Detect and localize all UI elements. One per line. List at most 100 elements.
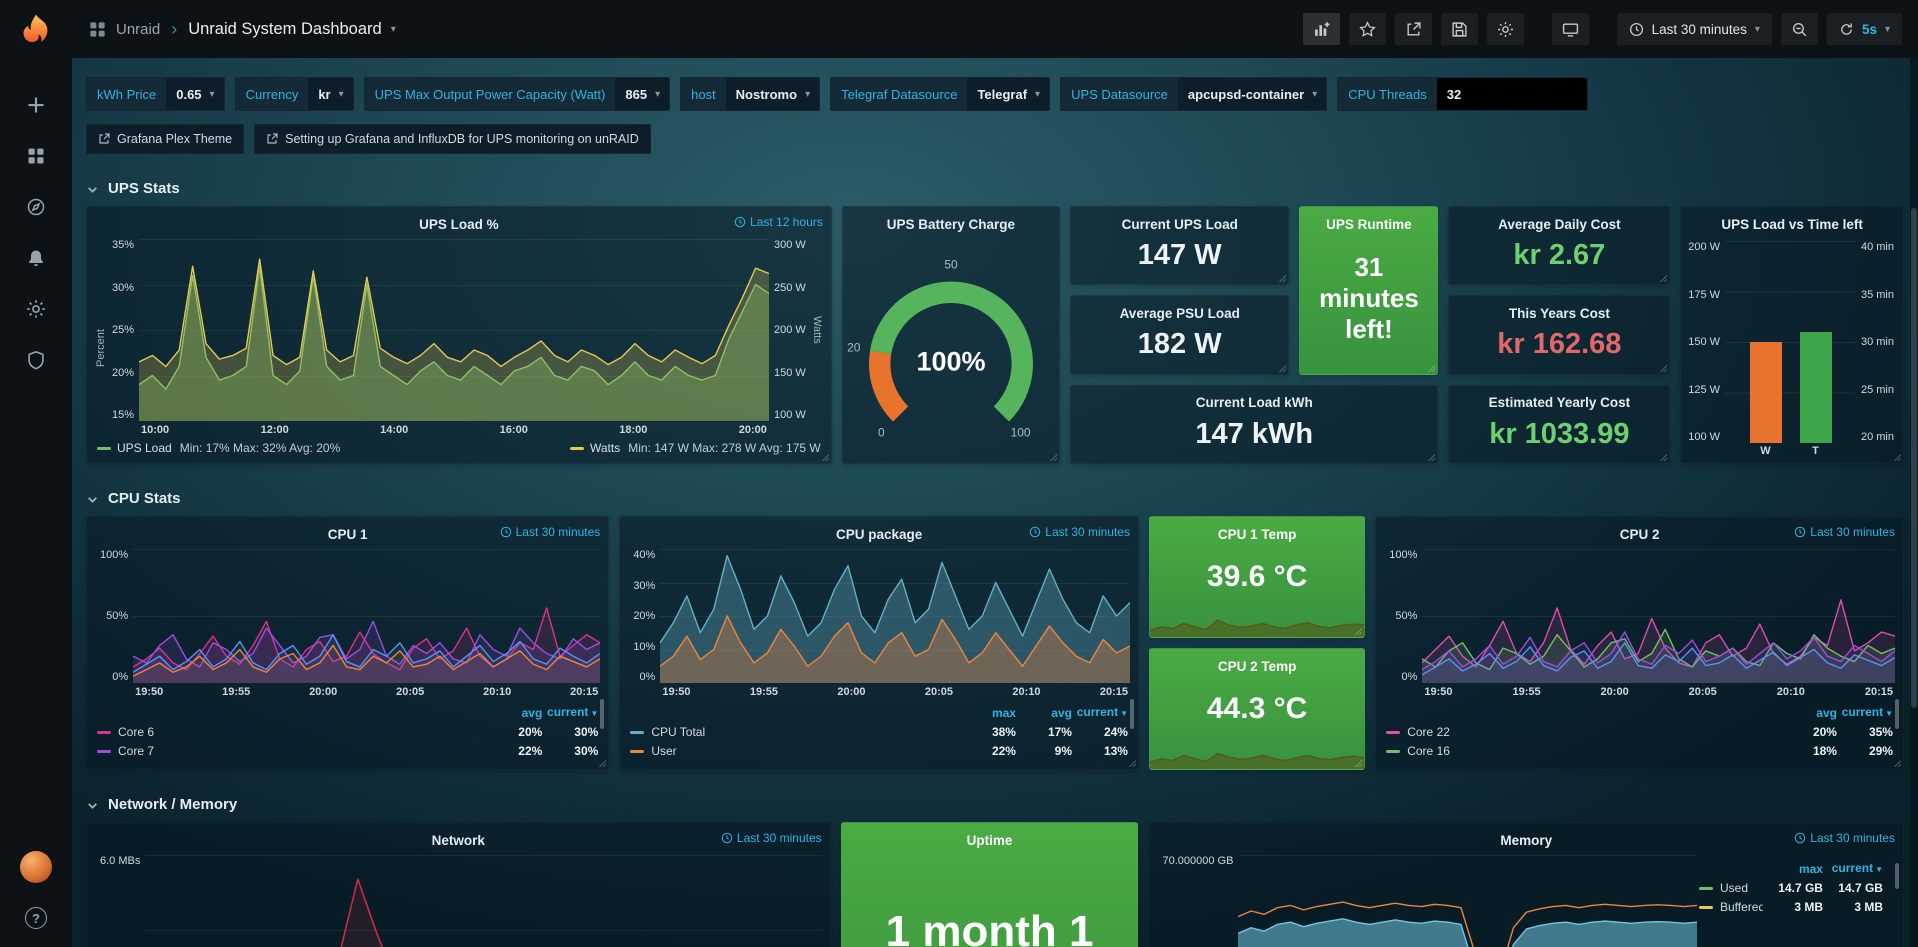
panel-title[interactable]: Average Daily Cost — [1498, 216, 1621, 232]
time-range-badge[interactable]: Last 30 minutes — [1029, 525, 1130, 539]
alerting-bell-icon[interactable] — [25, 247, 47, 269]
cpu1-chart[interactable] — [133, 549, 601, 683]
ups-load-legend[interactable]: UPS Load Min: 17% Max: 32% Avg: 20% Watts M… — [87, 441, 831, 463]
variable-host[interactable]: host Nostromo ▾ — [680, 77, 821, 111]
memory-chart[interactable] — [1238, 855, 1697, 947]
legend-scrollbar[interactable] — [1894, 863, 1899, 889]
cpu-row: CPU 1 Last 30 minutes 100% 50% 0% 19:50 19:… — [86, 516, 1904, 770]
time-range-badge[interactable]: Last 12 hours — [734, 215, 823, 229]
network-chart[interactable] — [145, 855, 822, 947]
svg-text:100%: 100% — [916, 347, 985, 377]
clock-icon — [500, 526, 511, 538]
clock-icon — [1795, 832, 1806, 844]
breadcrumb-app[interactable]: Unraid — [116, 20, 161, 38]
panel-title[interactable]: UPS Load % — [419, 216, 499, 232]
panel-title[interactable]: UPS Battery Charge — [886, 216, 1016, 232]
panel-title[interactable]: CPU 1 — [327, 526, 368, 542]
stat-value: 147 W — [1137, 239, 1222, 272]
cpu2-chart[interactable] — [1422, 549, 1895, 683]
variable-value[interactable]: 0.65 — [176, 86, 202, 102]
variable-value[interactable]: apcupsd-container — [1187, 86, 1305, 102]
chevron-down-icon: ▾ — [209, 88, 215, 100]
cpu-package-legend[interactable]: max avg current ▼ CPU Total 38% 17% 24% User 22% 9… — [620, 703, 1138, 769]
panel-title[interactable]: This Years Cost — [1508, 305, 1610, 321]
time-range-badge[interactable]: Last 30 minutes — [721, 831, 822, 845]
panel-title[interactable]: Memory — [1500, 832, 1553, 848]
panel-title[interactable]: Average PSU Load — [1119, 305, 1240, 321]
panel-title[interactable]: CPU 2 — [1619, 526, 1660, 542]
user-avatar[interactable] — [20, 851, 52, 883]
time-range-badge[interactable]: Last 30 minutes — [1794, 831, 1895, 845]
variable-value[interactable]: Nostromo — [735, 86, 798, 102]
time-range-badge[interactable]: Last 30 minutes — [500, 525, 601, 539]
panel-title[interactable]: Estimated Yearly Cost — [1488, 395, 1631, 411]
variable-cpu-threads[interactable]: CPU Threads — [1337, 77, 1588, 111]
variable-ups-max-output[interactable]: UPS Max Output Power Capacity (Watt) 865… — [363, 77, 671, 111]
refresh-picker[interactable]: 5s ▾ — [1826, 13, 1902, 45]
title-caret-icon[interactable]: ▾ — [390, 23, 396, 35]
section-header-cpu[interactable]: CPU Stats — [86, 490, 1904, 508]
panel-current-load-kwh: Current Load kWh 147 kWh — [1070, 384, 1439, 464]
panel-cpu2: CPU 2 Last 30 minutes 100% 50% 0% 19:50 19:… — [1375, 516, 1904, 770]
panel-title[interactable]: UPS Load vs Time left — [1721, 216, 1863, 232]
help-icon[interactable]: ? — [25, 907, 47, 929]
section-header-network-memory[interactable]: Network / Memory — [86, 796, 1904, 814]
stat-value: 147 kWh — [1195, 417, 1314, 450]
page-scrollbar[interactable] — [1910, 58, 1918, 947]
configuration-gear-icon[interactable] — [25, 298, 47, 320]
variable-value[interactable]: kr — [318, 86, 331, 102]
panel-title[interactable]: Uptime — [966, 832, 1013, 848]
variable-ups-datasource[interactable]: UPS Datasource apcupsd-container ▾ — [1060, 77, 1328, 111]
star-button[interactable] — [1348, 13, 1386, 45]
variable-kwh-price[interactable]: kWh Price 0.65 ▾ — [86, 77, 225, 111]
cpu2-legend[interactable]: avg current ▼ Core 22 20% 35% Core 16 18% 29% — [1376, 703, 1903, 769]
explore-compass-icon[interactable] — [25, 196, 47, 218]
panel-title[interactable]: Current UPS Load — [1121, 216, 1238, 232]
apps-grid-icon[interactable] — [88, 20, 107, 39]
variable-label: UPS Max Output Power Capacity (Watt) — [364, 78, 616, 110]
cpu-package-chart[interactable] — [660, 549, 1130, 683]
cpu2-temp-sparkline — [1149, 735, 1365, 769]
time-range-badge[interactable]: Last 30 minutes — [1794, 525, 1895, 539]
variable-telegraf-datasource[interactable]: Telegraf Datasource Telegraf ▾ — [830, 77, 1051, 111]
legend-scrollbar[interactable] — [1129, 699, 1134, 729]
dashboard-link-plex-theme[interactable]: Grafana Plex Theme — [86, 124, 245, 154]
dashboard-title[interactable]: Unraid System Dashboard — [188, 19, 382, 38]
panel-title[interactable]: Current Load kWh — [1195, 395, 1313, 411]
time-range-label: Last 30 minutes — [1810, 525, 1895, 539]
share-button[interactable] — [1394, 13, 1432, 45]
create-plus-icon[interactable] — [25, 94, 47, 116]
zoom-out-button[interactable] — [1780, 13, 1818, 45]
cpu1-legend[interactable]: avg current ▼ Core 6 20% 30% Core 7 22% 30% — [87, 703, 608, 769]
variable-value[interactable]: 865 — [625, 86, 648, 102]
panel-title[interactable]: Network — [431, 832, 485, 848]
variable-value[interactable]: Telegraf — [977, 86, 1028, 102]
time-range-label: Last 30 minutes — [515, 525, 601, 539]
panel-title[interactable]: CPU 1 Temp — [1217, 526, 1297, 542]
add-panel-button[interactable] — [1302, 13, 1340, 45]
dashboard-settings-button[interactable] — [1486, 13, 1524, 45]
memory-legend[interactable]: max current ▼ Used 14.7 GB 14.7 GB Buffered 3 M… — [1697, 855, 1895, 947]
ups-load-chart[interactable] — [139, 239, 769, 421]
save-button[interactable] — [1440, 13, 1478, 45]
clock-icon — [1629, 22, 1643, 36]
refresh-icon — [1841, 22, 1852, 35]
panel-ups-load: UPS Load % Last 12 hours Percent 35% 30% 2… — [86, 206, 832, 464]
panel-title[interactable]: UPS Runtime — [1326, 216, 1412, 232]
time-range-picker[interactable]: Last 30 minutes ▾ — [1616, 13, 1772, 45]
panel-title[interactable]: CPU package — [836, 526, 923, 542]
cpu-threads-input[interactable] — [1436, 78, 1587, 110]
admin-shield-icon[interactable] — [25, 349, 47, 371]
legend-scrollbar[interactable] — [1894, 699, 1899, 729]
scrollbar-thumb[interactable] — [1911, 208, 1917, 708]
variable-currency[interactable]: Currency kr ▾ — [234, 77, 354, 111]
panel-title[interactable]: CPU 2 Temp — [1217, 658, 1297, 674]
section-header-ups[interactable]: UPS Stats — [86, 180, 1904, 198]
grafana-logo[interactable] — [16, 12, 56, 52]
legend-scrollbar[interactable] — [600, 699, 605, 729]
dashboard-link-ups-guide[interactable]: Setting up Grafana and InfluxDB for UPS … — [254, 124, 651, 154]
tv-mode-button[interactable] — [1551, 13, 1589, 45]
dashboards-icon[interactable] — [25, 145, 47, 167]
battery-gauge[interactable]: 0 20 50 100 100% — [843, 237, 1059, 463]
